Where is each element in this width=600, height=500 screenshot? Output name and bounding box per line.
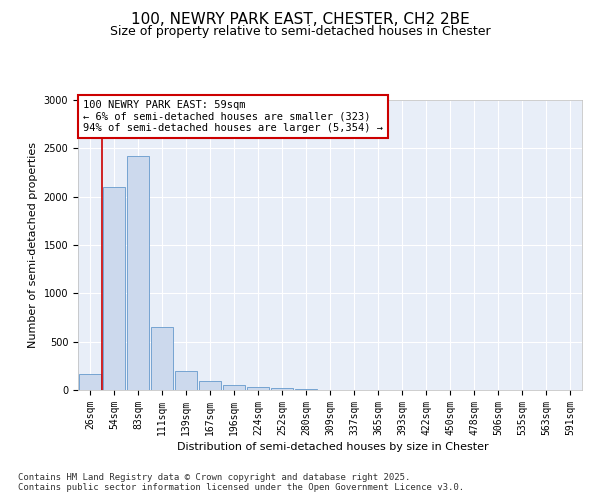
Y-axis label: Number of semi-detached properties: Number of semi-detached properties bbox=[28, 142, 38, 348]
Text: 100, NEWRY PARK EAST, CHESTER, CH2 2BE: 100, NEWRY PARK EAST, CHESTER, CH2 2BE bbox=[131, 12, 469, 28]
Bar bbox=[103, 187, 125, 390]
Bar bbox=[295, 389, 317, 390]
Text: Contains HM Land Registry data © Crown copyright and database right 2025.
Contai: Contains HM Land Registry data © Crown c… bbox=[18, 472, 464, 492]
Bar bbox=[199, 382, 221, 390]
Text: 100 NEWRY PARK EAST: 59sqm
← 6% of semi-detached houses are smaller (323)
94% of: 100 NEWRY PARK EAST: 59sqm ← 6% of semi-… bbox=[83, 100, 383, 133]
Bar bbox=[151, 327, 173, 390]
Text: Distribution of semi-detached houses by size in Chester: Distribution of semi-detached houses by … bbox=[177, 442, 489, 452]
Bar bbox=[271, 388, 293, 390]
Text: Size of property relative to semi-detached houses in Chester: Size of property relative to semi-detach… bbox=[110, 25, 490, 38]
Bar bbox=[79, 374, 101, 390]
Bar bbox=[175, 371, 197, 390]
Bar bbox=[247, 387, 269, 390]
Bar bbox=[223, 386, 245, 390]
Bar bbox=[127, 156, 149, 390]
